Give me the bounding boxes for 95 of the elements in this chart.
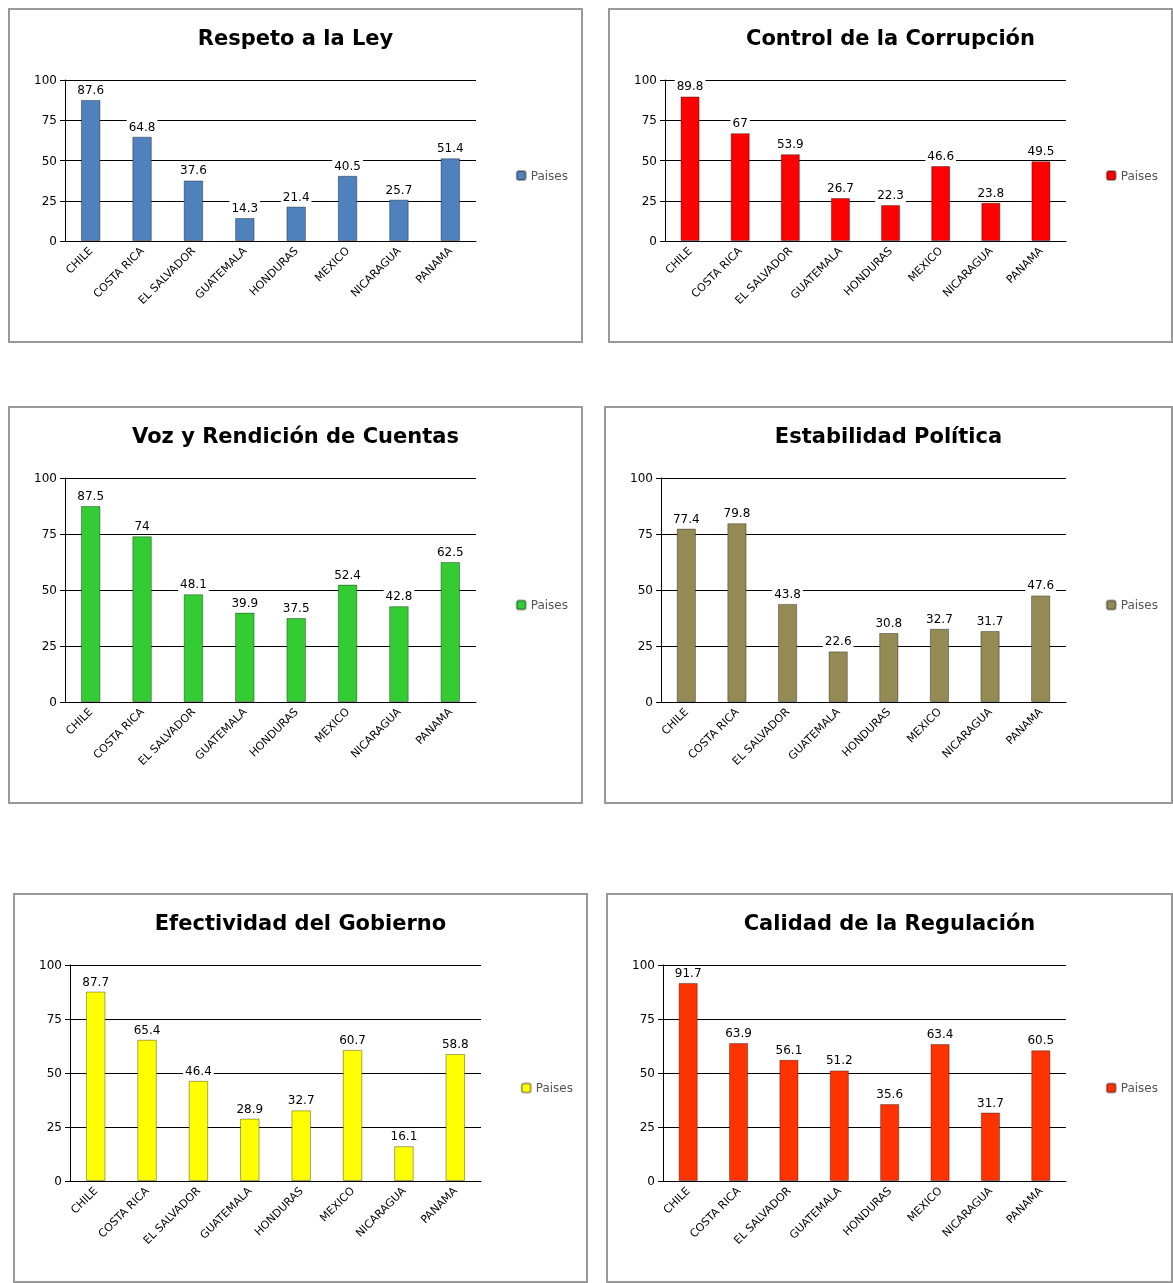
data-label: 22.3 — [877, 188, 904, 203]
legend-label: Paises — [1120, 1081, 1159, 1095]
data-label: 60.5 — [1027, 1033, 1055, 1048]
data-label: 53.9 — [776, 137, 804, 152]
y-tick-label: 25 — [641, 193, 657, 208]
data-label: 32.7 — [926, 611, 953, 626]
chart-title: Estabilidad Política — [774, 423, 1003, 448]
data-label: 51.4 — [436, 141, 464, 156]
chart-title: Respeto a la Ley — [197, 25, 394, 50]
data-label: 51.2 — [825, 1053, 853, 1068]
data-label: 89.8 — [676, 79, 704, 94]
data-label: 32.7 — [287, 1093, 315, 1108]
y-tick-label: 100 — [34, 73, 57, 87]
y-tick-label: 100 — [634, 73, 657, 87]
data-label: 46.4 — [185, 1063, 212, 1078]
data-label: 62.5 — [436, 545, 464, 559]
data-label: 16.1 — [390, 1129, 418, 1144]
y-tick-label: 0 — [645, 695, 653, 709]
y-tick-label: 25 — [41, 193, 57, 208]
data-label: 52.4 — [334, 567, 361, 582]
data-label: 67 — [732, 116, 748, 131]
y-tick-label: 50 — [41, 583, 57, 597]
y-tick-label: 75 — [641, 113, 657, 128]
data-label: 63.9 — [725, 1025, 752, 1040]
y-tick-label: 0 — [49, 234, 57, 248]
data-label: 79.8 — [723, 506, 751, 521]
data-label: 47.6 — [1027, 578, 1055, 593]
y-tick-label: 50 — [641, 153, 657, 168]
data-label: 49.5 — [1027, 144, 1055, 159]
data-label: 63.4 — [926, 1027, 954, 1042]
data-label: 37.5 — [282, 601, 310, 615]
data-label: 21.4 — [282, 189, 310, 204]
data-label: 60.7 — [339, 1032, 366, 1047]
data-label: 26.7 — [827, 181, 854, 196]
y-tick-label: 75 — [41, 113, 57, 128]
bar — [235, 217, 255, 241]
data-label: 48.1 — [180, 577, 207, 592]
y-tick-label: 75 — [46, 1012, 62, 1026]
y-tick-label: 100 — [630, 471, 653, 485]
data-label: 22.6 — [824, 634, 852, 649]
chart-title: Efectividad del Gobierno — [154, 910, 447, 935]
bar — [394, 1146, 414, 1181]
data-label: 31.7 — [976, 613, 1004, 628]
data-label: 42.8 — [385, 589, 413, 604]
bar — [286, 206, 306, 241]
data-label: 30.8 — [875, 616, 903, 631]
data-label: 23.8 — [977, 185, 1005, 200]
data-label: 43.8 — [774, 586, 801, 601]
y-tick-label: 0 — [649, 234, 657, 248]
chart-title: Control de la Corrupción — [746, 25, 1035, 50]
y-tick-label: 25 — [46, 1120, 62, 1134]
data-label: 87.6 — [77, 82, 105, 97]
data-label: 46.6 — [927, 148, 955, 163]
y-tick-label: 25 — [639, 1120, 655, 1134]
y-tick-label: 0 — [49, 695, 57, 709]
y-tick-label: 75 — [41, 527, 57, 541]
y-tick-label: 100 — [34, 471, 57, 485]
y-tick-label: 50 — [46, 1066, 62, 1080]
y-tick-label: 75 — [637, 527, 653, 541]
data-label: 65.4 — [133, 1022, 161, 1037]
data-label: 87.5 — [77, 489, 105, 503]
y-tick-label: 100 — [39, 958, 62, 972]
y-tick-label: 25 — [41, 639, 57, 653]
data-label: 91.7 — [674, 965, 702, 980]
bar — [828, 651, 848, 702]
legend-label: Paises — [535, 1081, 574, 1095]
data-label: 40.5 — [334, 158, 361, 173]
data-label: 77.4 — [672, 511, 700, 526]
y-tick-label: 50 — [637, 583, 653, 597]
data-label: 37.6 — [180, 163, 207, 178]
y-tick-label: 0 — [647, 1174, 655, 1188]
data-label: 74 — [134, 519, 150, 534]
data-label: 25.7 — [385, 182, 413, 197]
data-label: 87.7 — [82, 974, 110, 989]
y-tick-label: 50 — [41, 153, 57, 168]
data-label: 31.7 — [977, 1095, 1004, 1110]
legend-label: Paises — [1120, 168, 1159, 183]
data-label: 58.8 — [441, 1036, 469, 1051]
legend-label: Paises — [1120, 598, 1159, 612]
legend-label: Paises — [530, 168, 569, 183]
y-tick-label: 0 — [54, 1174, 62, 1188]
data-label: 14.3 — [231, 200, 259, 215]
data-label: 28.9 — [236, 1101, 264, 1116]
y-tick-label: 75 — [639, 1012, 655, 1026]
chart-title: Calidad de la Regulación — [743, 910, 1036, 935]
data-label: 39.9 — [231, 595, 259, 610]
legend-label: Paises — [530, 598, 569, 612]
y-tick-label: 25 — [637, 639, 653, 653]
y-tick-label: 50 — [639, 1066, 655, 1080]
bar — [881, 205, 901, 241]
data-label: 56.1 — [775, 1042, 803, 1057]
data-label: 64.8 — [128, 119, 156, 134]
y-tick-label: 100 — [632, 958, 655, 972]
chart-title: Voz y Rendición de Cuentas — [132, 423, 459, 448]
data-label: 35.6 — [876, 1087, 904, 1102]
